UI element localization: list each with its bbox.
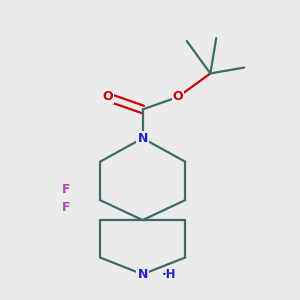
Text: N: N — [137, 132, 148, 145]
Text: ·H: ·H — [162, 268, 176, 281]
Text: O: O — [102, 91, 112, 103]
Text: F: F — [62, 201, 70, 214]
Text: O: O — [173, 91, 183, 103]
Text: N: N — [137, 268, 148, 281]
Text: F: F — [62, 183, 70, 196]
